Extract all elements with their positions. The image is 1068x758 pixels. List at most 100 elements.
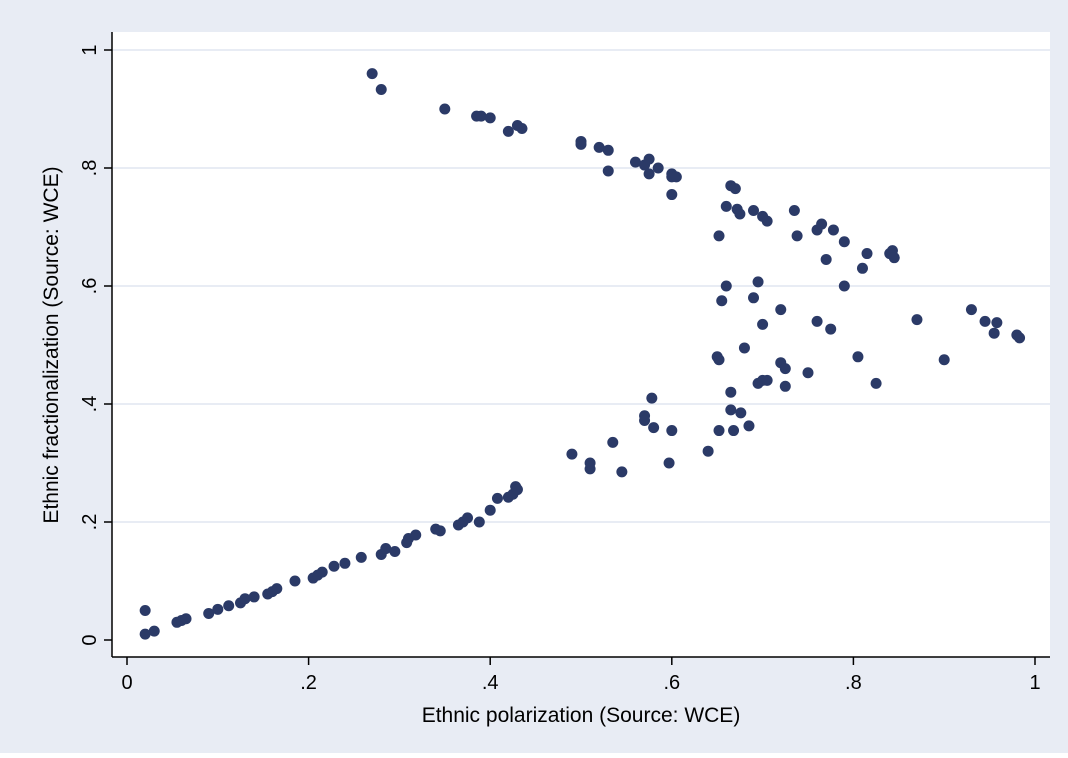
scatter-point-10: [239, 593, 251, 605]
scatter-point-71: [752, 276, 764, 288]
scatter-point-124: [827, 224, 839, 236]
scatter-point-83: [988, 327, 1000, 339]
gridlines: [112, 49, 1050, 523]
scatter-point-21: [355, 551, 367, 563]
scatter-point-84: [991, 317, 1003, 329]
data-points: [139, 68, 1026, 640]
scatter-point-20: [339, 557, 351, 569]
scatter-point-8: [223, 600, 235, 612]
scatter-point-118: [761, 215, 773, 227]
scatter-point-98: [593, 141, 605, 153]
scatter-point-76: [838, 280, 850, 292]
scatter-point-18: [316, 566, 328, 578]
scatter-point-51: [702, 445, 714, 457]
scatter-point-69: [720, 280, 732, 292]
scatter-point-54: [713, 425, 725, 437]
scatter-point-95: [516, 122, 528, 134]
scatter-point-56: [725, 386, 737, 398]
scatter-point-27: [410, 529, 422, 541]
scatter-point-74: [811, 315, 823, 327]
scatter-point-108: [666, 189, 678, 201]
scatter-point-29: [434, 525, 446, 537]
scatter-point-81: [965, 304, 977, 316]
scatter-point-48: [648, 422, 660, 434]
x-tick-label-0: 0: [121, 672, 132, 694]
scatter-point-5: [180, 613, 192, 625]
y-axis-title: Ethnic fractionalization (Source: WCE): [40, 166, 63, 523]
x-tick-label-1: .2: [300, 672, 317, 694]
scatter-point-80: [938, 354, 950, 366]
scatter-point-119: [788, 204, 800, 216]
plot-area: [112, 32, 1050, 657]
scatter-point-126: [856, 262, 868, 274]
scatter-point-97: [575, 138, 587, 150]
scatter-point-115: [734, 208, 746, 220]
scatter-point-101: [629, 156, 641, 168]
scatter-point-39: [511, 484, 523, 496]
scatter-point-89: [439, 103, 451, 115]
scatter-point-1: [139, 628, 151, 640]
x-tick-label-3: .6: [663, 672, 680, 694]
scatter-point-19: [328, 560, 340, 572]
scatter-point-44: [616, 466, 628, 478]
scatter-point-125: [838, 236, 850, 248]
scatter-point-104: [643, 168, 655, 180]
scatter-point-123: [820, 253, 832, 265]
scatter-point-122: [816, 218, 828, 230]
y-axis: 0 .2 .4 .6 .8 1: [79, 32, 113, 657]
y-tick-label-0: 0: [79, 634, 101, 645]
scatter-point-23: [380, 543, 392, 555]
scatter-point-92: [484, 112, 496, 124]
scatter-point-70: [748, 292, 760, 304]
scatter-point-50: [666, 425, 678, 437]
scatter-point-91: [475, 110, 487, 122]
y-tick-label-1: .2: [79, 514, 101, 531]
scatter-point-32: [462, 512, 473, 524]
scatter-point-59: [738, 342, 750, 354]
scatter-point-14: [271, 583, 283, 595]
x-axis: 0 .2 .4 .6 .8 1: [112, 656, 1050, 694]
scatter-point-65: [779, 363, 791, 375]
scatter-point-6: [203, 607, 215, 619]
scatter-point-68: [716, 295, 728, 307]
scatter-point-109: [670, 171, 682, 183]
scatter-point-49: [663, 457, 675, 469]
scatter-point-34: [484, 504, 496, 516]
scatter-point-33: [473, 516, 485, 528]
y-tick-label-2: .4: [79, 396, 101, 413]
x-tick-label-5: 1: [1029, 672, 1040, 694]
scatter-point-24: [389, 546, 401, 557]
scatter-point-40: [566, 448, 578, 460]
scatter-point-116: [748, 204, 760, 216]
y-tick-label-4: .8: [79, 160, 101, 177]
y-tick-label-3: .6: [79, 278, 101, 295]
scatter-point-77: [852, 351, 864, 363]
scatter-point-72: [757, 318, 769, 330]
scatter-point-66: [779, 380, 791, 392]
scatter-point-130: [888, 252, 900, 264]
x-axis-title: Ethnic polarization (Source: WCE): [422, 704, 741, 727]
scatter-point-46: [639, 415, 651, 427]
x-tick-label-4: .8: [845, 672, 862, 694]
scatter-point-11: [248, 591, 260, 603]
scatter-point-111: [720, 200, 732, 212]
scatter-point-67: [802, 367, 814, 379]
scatter-point-127: [861, 248, 873, 260]
scatter-point-53: [713, 354, 725, 366]
scatter-point-120: [791, 230, 803, 242]
scatter-point-105: [652, 162, 664, 174]
scatter-point-47: [646, 392, 658, 404]
scatter-point-0: [139, 605, 151, 616]
scatter-point-63: [761, 374, 773, 386]
scatter-point-2: [148, 625, 160, 637]
y-tick-label-5: 1: [79, 44, 101, 55]
x-tick-label-2: .4: [482, 672, 499, 694]
scatter-point-35: [491, 492, 503, 504]
scatter-point-75: [825, 323, 837, 335]
scatter-point-58: [735, 407, 747, 419]
scatter-point-88: [375, 84, 387, 96]
scatter-point-93: [502, 125, 514, 137]
scatter-point-15: [289, 575, 301, 587]
